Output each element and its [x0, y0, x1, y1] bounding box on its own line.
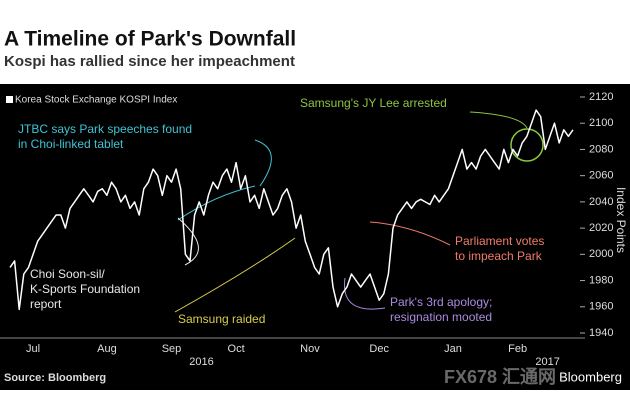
- y-tick-label: 2060: [589, 170, 613, 182]
- highlight-circle: [510, 128, 544, 162]
- x-tick-label: Aug: [97, 343, 117, 355]
- x-tick-label: Sep: [162, 343, 182, 355]
- year-label: 2017: [535, 356, 559, 368]
- annotation: to impeach Park: [455, 249, 543, 263]
- annotation: resignation mooted: [390, 310, 492, 324]
- y-tick-label: 2100: [589, 117, 613, 129]
- annotation-arrow: [344, 277, 386, 310]
- legend-swatch: [6, 96, 13, 103]
- y-tick-label: 1960: [589, 301, 613, 313]
- x-tick-label: Oct: [228, 343, 245, 355]
- annotation-arrow: [369, 221, 451, 246]
- brand: Bloomberg: [559, 369, 622, 384]
- y-axis-label: Index Points: [614, 187, 628, 253]
- x-tick-label: Feb: [508, 343, 527, 355]
- y-tick-label: 2020: [589, 222, 613, 234]
- annotation: Parliament votes: [455, 234, 544, 248]
- annotation: report: [30, 297, 62, 311]
- chart-background: [0, 84, 630, 390]
- x-tick-label: Dec: [369, 343, 389, 355]
- x-tick-label: Nov: [300, 343, 320, 355]
- annotation: Samsung raided: [178, 312, 265, 326]
- line: [9, 109, 574, 311]
- annotation-arrow: [469, 111, 528, 129]
- watermark: FX678 汇通网: [444, 367, 556, 387]
- annotation: JTBC says Park speeches found: [18, 122, 192, 136]
- legend-label: Korea Stock Exchange KOSPI Index: [15, 95, 177, 106]
- annotation: K-Sports Foundation: [30, 282, 140, 296]
- y-tick-label: 2080: [589, 143, 613, 155]
- annotation: in Choi-linked tablet: [18, 137, 124, 151]
- annotation: Choi Soon-sil/: [30, 267, 105, 281]
- annotation: Park's 3rd apology;: [390, 295, 492, 309]
- chart-subtitle: Kospi has rallied since her impeachment: [4, 53, 295, 70]
- chart-title: A Timeline of Park's Downfall: [4, 28, 296, 51]
- y-tick-label: 1980: [589, 274, 613, 286]
- x-tick-label: Jul: [26, 343, 40, 355]
- annotation-arrow: [177, 217, 199, 266]
- x-tick-label: Jan: [444, 343, 462, 355]
- annotation-arrow: [254, 139, 272, 187]
- y-tick-label: 2040: [589, 196, 613, 208]
- annotation: Samsung's JY Lee arrested: [300, 96, 447, 110]
- annotation-arrow: [174, 237, 296, 313]
- source: Source: Bloomberg: [4, 372, 106, 384]
- y-tick-label: 1940: [589, 327, 613, 339]
- year-label: 2016: [189, 356, 213, 368]
- y-tick-label: 2000: [589, 248, 613, 260]
- y-tick-label: 2120: [589, 91, 613, 103]
